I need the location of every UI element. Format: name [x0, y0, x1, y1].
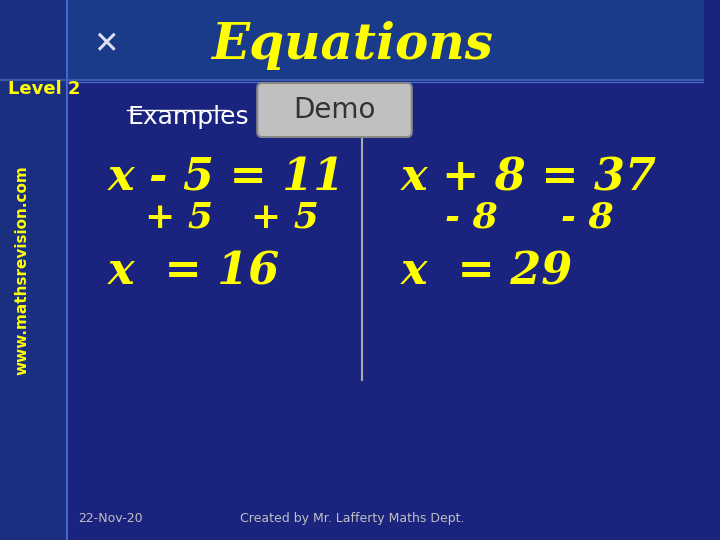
Text: x  = 29: x = 29 — [401, 251, 573, 294]
Text: - 8     - 8: - 8 - 8 — [445, 201, 613, 235]
Text: Demo: Demo — [293, 96, 376, 124]
FancyBboxPatch shape — [257, 83, 412, 137]
Text: x - 5 = 11: x - 5 = 11 — [107, 157, 345, 199]
Text: ✕: ✕ — [93, 30, 118, 59]
Text: Examples: Examples — [127, 105, 249, 129]
Text: 22-Nov-20: 22-Nov-20 — [78, 512, 143, 525]
Text: x + 8 = 37: x + 8 = 37 — [401, 157, 657, 199]
Text: Level 2: Level 2 — [8, 80, 81, 98]
Text: Created by Mr. Lafferty Maths Dept.: Created by Mr. Lafferty Maths Dept. — [240, 512, 464, 525]
Bar — [0, 0, 704, 80]
Text: + 5   + 5: + 5 + 5 — [145, 201, 319, 235]
Text: www.mathsrevision.com: www.mathsrevision.com — [14, 165, 29, 375]
Text: Equations: Equations — [211, 21, 493, 70]
Bar — [0, 0, 66, 540]
Text: x  = 16: x = 16 — [107, 251, 280, 294]
